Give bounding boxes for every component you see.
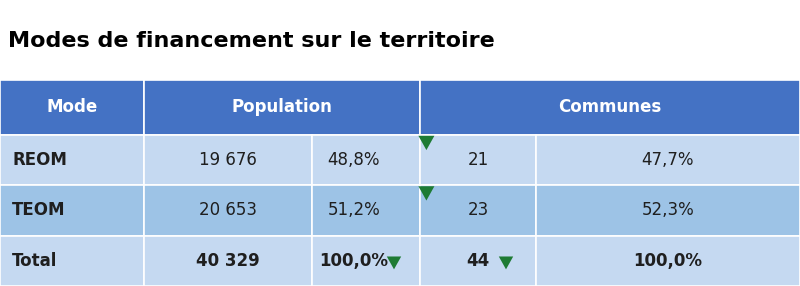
Bar bbox=[0, 185, 144, 236]
Bar bbox=[144, 80, 420, 135]
Text: 47,7%: 47,7% bbox=[642, 151, 694, 169]
Text: TEOM: TEOM bbox=[12, 201, 66, 219]
Text: 100,0%: 100,0% bbox=[634, 252, 702, 270]
Bar bbox=[420, 185, 536, 236]
Text: 40 329: 40 329 bbox=[196, 252, 260, 270]
Bar bbox=[312, 135, 420, 185]
Bar bbox=[312, 185, 420, 236]
Bar bbox=[420, 135, 536, 185]
Polygon shape bbox=[418, 186, 434, 200]
Text: Total: Total bbox=[12, 252, 58, 270]
Bar bbox=[536, 135, 800, 185]
Polygon shape bbox=[499, 257, 514, 269]
Text: Modes de financement sur le territoire: Modes de financement sur le territoire bbox=[8, 31, 494, 51]
Text: Communes: Communes bbox=[558, 98, 662, 116]
Polygon shape bbox=[418, 136, 434, 150]
Text: 21: 21 bbox=[467, 151, 489, 169]
Text: 48,8%: 48,8% bbox=[328, 151, 380, 169]
Text: 19 676: 19 676 bbox=[199, 151, 257, 169]
Bar bbox=[0, 80, 144, 135]
Bar bbox=[0, 135, 144, 185]
Bar bbox=[536, 236, 800, 286]
Bar bbox=[420, 236, 536, 286]
Bar bbox=[536, 185, 800, 236]
Polygon shape bbox=[387, 257, 402, 269]
Bar bbox=[144, 236, 312, 286]
Text: REOM: REOM bbox=[12, 151, 67, 169]
Text: 52,3%: 52,3% bbox=[642, 201, 694, 219]
Text: Mode: Mode bbox=[46, 98, 98, 116]
Text: 100,0%: 100,0% bbox=[319, 252, 389, 270]
Bar bbox=[420, 80, 800, 135]
Text: 20 653: 20 653 bbox=[199, 201, 257, 219]
Text: 23: 23 bbox=[467, 201, 489, 219]
Bar bbox=[144, 185, 312, 236]
Text: 44: 44 bbox=[466, 252, 490, 270]
Bar bbox=[312, 236, 420, 286]
Bar bbox=[144, 135, 312, 185]
Text: 51,2%: 51,2% bbox=[328, 201, 380, 219]
Bar bbox=[0, 236, 144, 286]
Text: Population: Population bbox=[231, 98, 333, 116]
